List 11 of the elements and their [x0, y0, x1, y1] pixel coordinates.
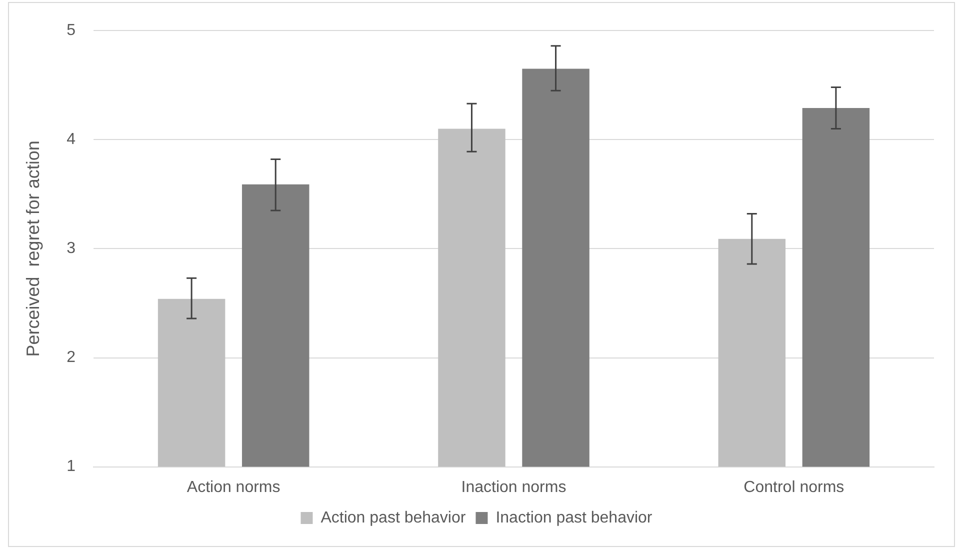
y-tick-label: 2 [66, 349, 76, 366]
y-axis-title: Perceived regret for action [22, 140, 43, 357]
x-tick-label: Action norms [186, 478, 280, 496]
y-tick-label: 3 [66, 240, 76, 258]
legend-label: Inaction past behavior [496, 509, 653, 526]
legend-label: Action past behavior [320, 509, 466, 526]
x-tick-label: Inaction norms [461, 478, 566, 496]
y-tick-label: 4 [66, 131, 76, 148]
y-tick-label: 5 [66, 22, 76, 40]
y-tick-label: 1 [66, 458, 76, 476]
x-tick-label: Control norms [744, 478, 844, 496]
